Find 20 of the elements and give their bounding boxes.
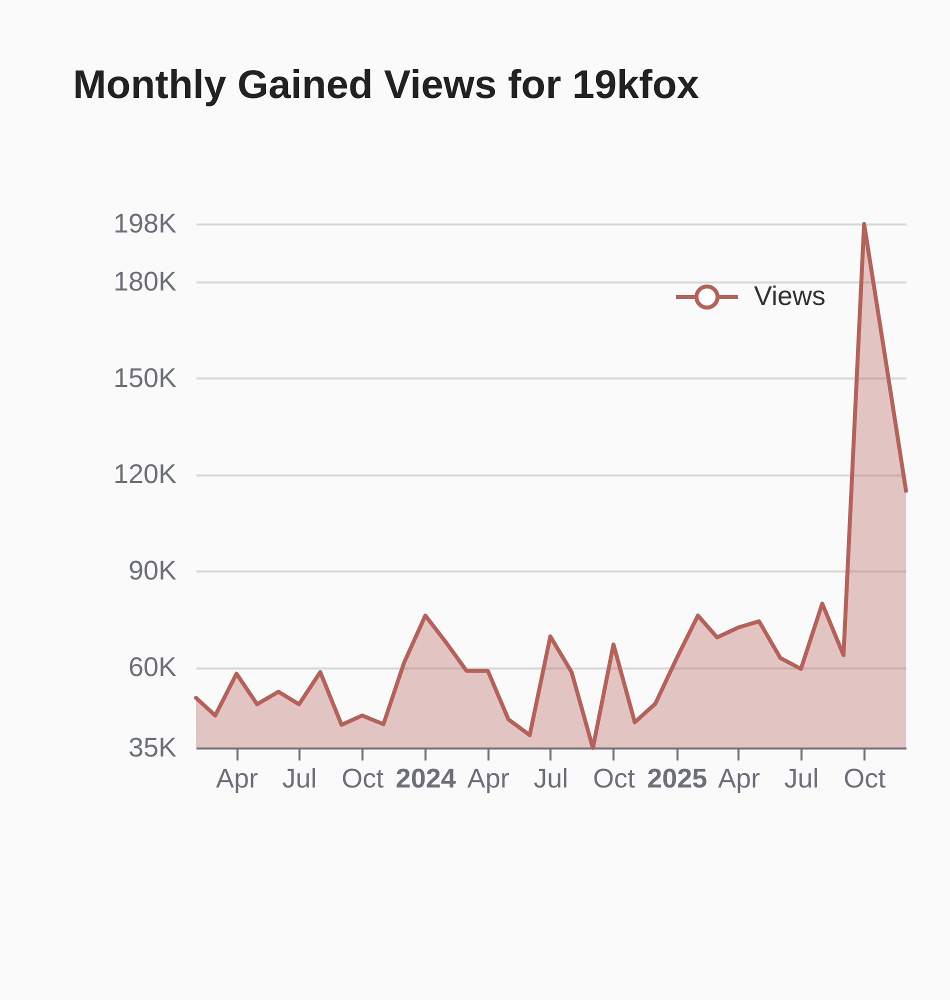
x-tick-label: Oct (592, 764, 636, 794)
x-tick-label: Apr (718, 764, 760, 794)
legend-label: Views (754, 281, 826, 311)
x-tick-label: 2025 (647, 764, 708, 794)
y-tick-label: 120K (113, 459, 176, 490)
y-tick-label: 180K (113, 266, 176, 296)
y-tick-label: 198K (113, 208, 176, 238)
x-tick-label: Oct (844, 764, 886, 794)
x-tick-label: 2024 (396, 764, 456, 794)
x-tick-label: Oct (342, 764, 384, 794)
y-tick-label: 35K (128, 732, 176, 762)
y-tick-label: 150K (113, 362, 176, 393)
x-tick-label: Jul (534, 764, 568, 794)
y-tick-label: 90K (128, 556, 176, 586)
y-tick-label: 60K (128, 652, 176, 682)
x-tick-label: Apr (467, 764, 510, 794)
x-tick-label: Jul (282, 764, 317, 794)
x-tick-label: Apr (216, 764, 258, 794)
chart-title: Monthly Gained Views for 19kfox (72, 63, 700, 107)
x-tick-label: Jul (784, 764, 819, 794)
